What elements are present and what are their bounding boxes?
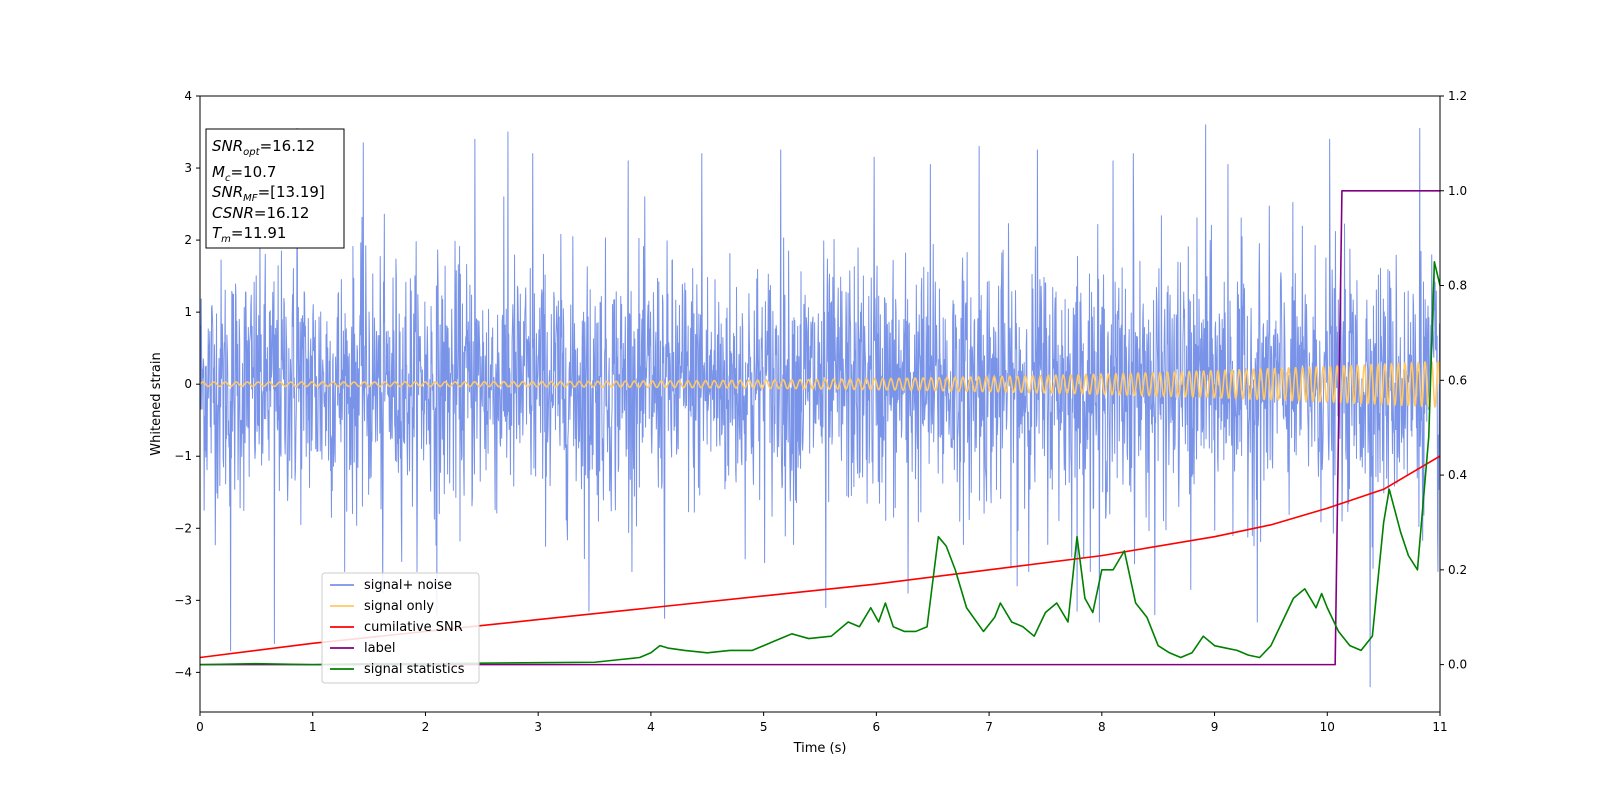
x-axis-label: Time (s) <box>793 741 847 756</box>
annotation-sub: c <box>225 173 231 184</box>
y-tick-label: 3 <box>184 161 192 175</box>
x-tick-label: 10 <box>1320 720 1335 734</box>
annotation-line-tm: Tm=11.91 <box>212 224 286 245</box>
stats-annotation-box: SNRopt=16.12 Mc=10.7 SNRMF=[13.19] CSNR=… <box>205 128 345 249</box>
series-line-signal-statistics <box>200 261 1440 666</box>
legend-frame <box>321 572 480 684</box>
annotation-base: T <box>212 224 223 242</box>
annotation-value: =11.91 <box>231 224 287 242</box>
legend: signal+ noise signal only cumilative SNR la… <box>321 572 480 684</box>
legend-label-signal-only: signal only <box>364 599 434 614</box>
y-tick-label: 4 <box>184 89 192 103</box>
x-tick-label: 9 <box>1211 720 1219 734</box>
series-line-signal-only <box>200 360 1440 408</box>
y-tick-label: −2 <box>174 521 192 535</box>
annotation-frame <box>205 128 345 249</box>
y2-tick-label: 1.0 <box>1448 184 1467 198</box>
legend-label-label: label <box>364 641 395 656</box>
annotation-line-snr-mf: SNRMF=[13.19] <box>212 183 325 204</box>
y-tick-label: −3 <box>174 593 192 607</box>
annotation-sub: MF <box>243 193 258 204</box>
annotation-base: M <box>212 163 225 181</box>
y2-axis: 1.2 1.0 0.8 0.6 0.4 0.2 0.0 <box>1440 89 1467 672</box>
annotation-base: SNR <box>212 183 243 201</box>
y-axis-label: Whitened strain <box>149 352 164 455</box>
plot-frame <box>199 95 1441 713</box>
y2-tick-label: 0.4 <box>1448 468 1467 482</box>
y-tick-label: 1 <box>184 305 192 319</box>
annotation-base: SNR <box>212 137 243 155</box>
y-tick-label: 0 <box>184 377 192 391</box>
y-tick-label: 2 <box>184 233 192 247</box>
x-tick-label: 3 <box>534 720 542 734</box>
y-axis: 4 3 2 1 0 −1 −2 −3 −4 <box>174 89 200 679</box>
annotation-line-snr-opt: SNRopt=16.12 <box>212 137 315 158</box>
y2-tick-label: 0.8 <box>1448 279 1467 293</box>
x-tick-label: 6 <box>873 720 881 734</box>
x-axis: 0 1 2 3 4 5 6 7 8 9 10 11 <box>196 712 1448 734</box>
annotation-line-mc: Mc=10.7 <box>212 163 276 184</box>
x-tick-label: 4 <box>647 720 655 734</box>
annotation-value: =[13.19] <box>258 183 325 201</box>
legend-label-signal-statistics: signal statistics <box>364 662 465 677</box>
series-line-label <box>200 189 1440 666</box>
legend-label-cumilative-snr: cumilative SNR <box>364 620 463 635</box>
x-tick-label: 2 <box>422 720 430 734</box>
x-tick-label: 5 <box>760 720 768 734</box>
y-tick-label: −4 <box>174 665 192 679</box>
annotation-value: =16.12 <box>254 204 310 222</box>
y2-tick-label: 0.0 <box>1448 658 1467 672</box>
annotation-sub: m <box>221 234 231 245</box>
x-tick-label: 1 <box>309 720 317 734</box>
x-tick-label: 7 <box>985 720 993 734</box>
annotation-value: =16.12 <box>260 137 316 155</box>
x-tick-label: 0 <box>196 720 204 734</box>
legend-label-signal-noise: signal+ noise <box>364 578 452 593</box>
y-tick-label: −1 <box>174 449 192 463</box>
y2-tick-label: 0.6 <box>1448 373 1467 387</box>
annotation-line-csnr: CSNR=16.12 <box>212 204 309 222</box>
y2-tick-label: 1.2 <box>1448 89 1467 103</box>
y2-tick-label: 0.2 <box>1448 563 1467 577</box>
annotation-sub: opt <box>243 147 260 158</box>
x-tick-label: 8 <box>1098 720 1106 734</box>
annotation-base: CSNR <box>212 204 254 222</box>
x-tick-label: 11 <box>1432 720 1447 734</box>
annotation-value: =10.7 <box>230 163 276 181</box>
